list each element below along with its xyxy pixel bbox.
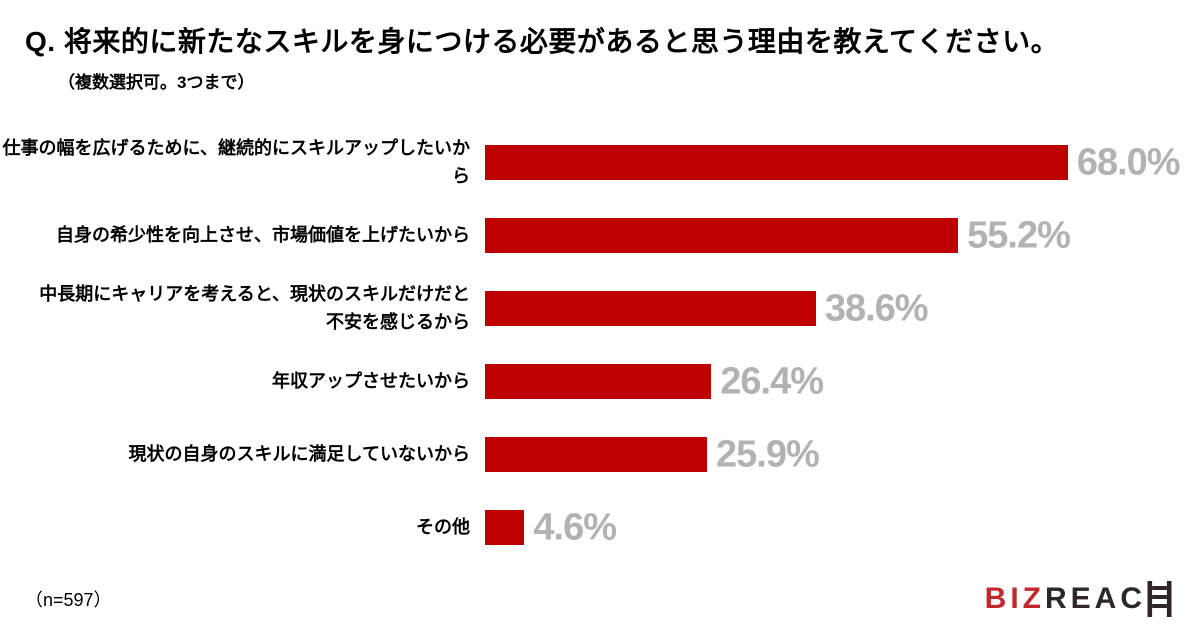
- bar: [485, 510, 525, 545]
- sample-size: （n=597）: [25, 590, 112, 610]
- chart-row: 仕事の幅を広げるために、継続的にスキルアップしたいから 68.0%: [0, 126, 1200, 199]
- bar: [485, 364, 712, 399]
- bar-value-label: 38.6%: [824, 287, 929, 329]
- bar-track: 55.2%: [485, 214, 1085, 256]
- category-label: 中長期にキャリアを考えると、現状のスキルだけだと 不安を感じるから: [39, 283, 470, 332]
- bar-value-label: 68.0%: [1076, 141, 1181, 183]
- category-label: 現状の自身のスキルに満足していないから: [128, 443, 470, 464]
- bar-value-label: 25.9%: [716, 433, 820, 475]
- category-label: 仕事の幅を広げるために、継続的にスキルアップしたいから: [2, 137, 470, 186]
- chart-row: その他 4.6%: [0, 491, 1200, 564]
- bar-track: 4.6%: [485, 506, 1085, 548]
- category-label: その他: [416, 516, 470, 537]
- bar: [485, 437, 707, 472]
- ladder-h-icon: [1147, 581, 1172, 617]
- bar-value-label: 55.2%: [967, 214, 1071, 256]
- chart-row: 自身の希少性を向上させ、市場価値を上げたいから 55.2%: [0, 199, 1200, 272]
- bar-chart: 仕事の幅を広げるために、継続的にスキルアップしたいから 68.0% 自身の希少性…: [0, 126, 1200, 564]
- bar-track: 25.9%: [485, 433, 1085, 475]
- category-label: 自身の希少性を向上させ、市場価値を上げたいから: [56, 224, 470, 245]
- chart-row: 年収アップさせたいから 26.4%: [0, 345, 1200, 418]
- bar-track: 68.0%: [485, 141, 1181, 183]
- bar-track: 26.4%: [485, 360, 1085, 402]
- bar-track: 38.6%: [485, 287, 1085, 329]
- question-subtitle: （複数選択可。3つまで）: [58, 73, 255, 92]
- logo-text-reac: REAC: [1044, 582, 1146, 615]
- bar: [485, 218, 959, 253]
- bar: [485, 145, 1068, 180]
- bar-value-label: 4.6%: [533, 506, 617, 548]
- question-title: Q. 将来的に新たなスキルを身につける必要があると思う理由を教えてください。: [25, 26, 1060, 57]
- chart-row: 中長期にキャリアを考えると、現状のスキルだけだと 不安を感じるから 38.6%: [0, 272, 1200, 345]
- logo-text-biz: BIZ: [984, 582, 1045, 615]
- bar-value-label: 26.4%: [720, 360, 824, 402]
- bar: [485, 291, 816, 326]
- chart-row: 現状の自身のスキルに満足していないから 25.9%: [0, 418, 1200, 491]
- bizreach-logo: BIZ REAC: [985, 581, 1172, 617]
- category-label: 年収アップさせたいから: [272, 370, 470, 391]
